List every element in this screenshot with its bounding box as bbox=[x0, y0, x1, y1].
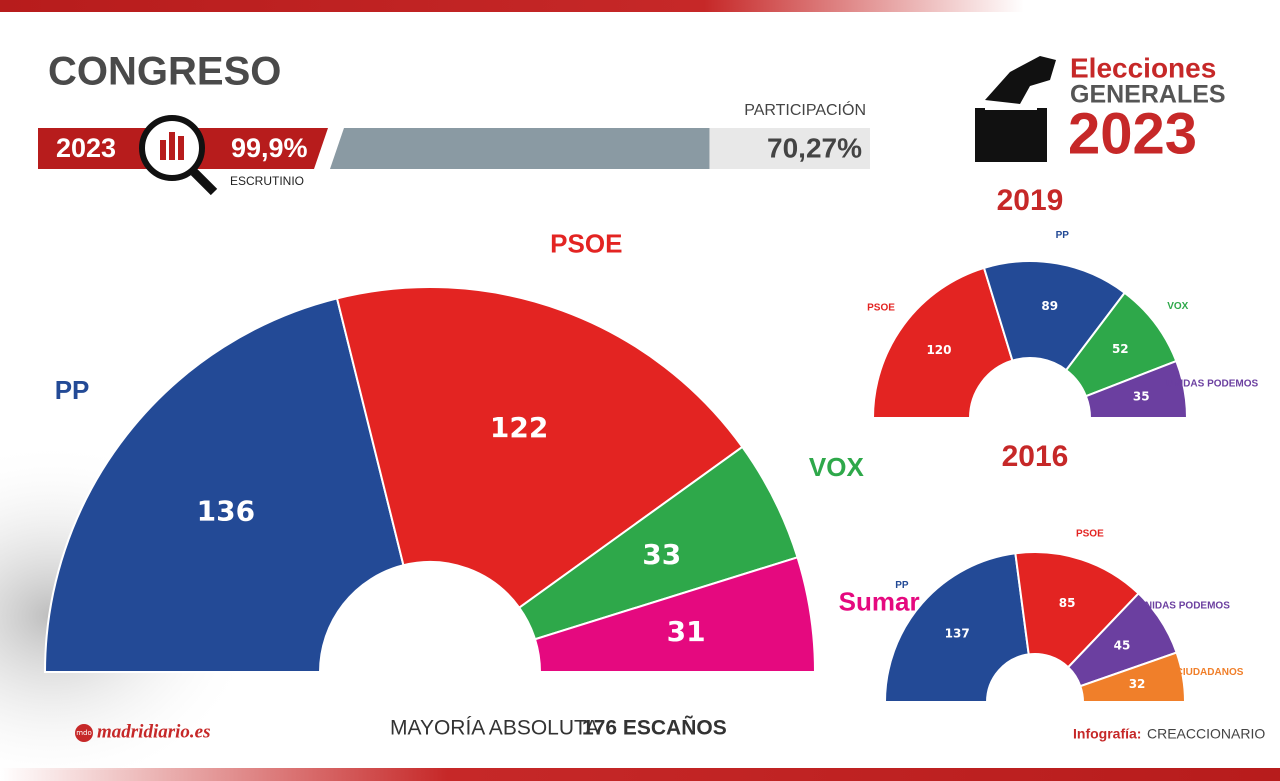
seat-label: 120 bbox=[926, 343, 951, 357]
seat-label: 32 bbox=[1129, 677, 1146, 691]
seat-label: 136 bbox=[197, 494, 255, 527]
seat-segment bbox=[533, 556, 817, 673]
seat-label: 89 bbox=[1041, 299, 1058, 313]
participation-label: PARTICIPACIÓN bbox=[744, 100, 866, 119]
seat-label: 31 bbox=[667, 615, 706, 648]
party-label: CIUDADANOS bbox=[1176, 667, 1244, 678]
party-label: UNIDAS PODEMOS bbox=[1138, 601, 1231, 612]
seat-segment bbox=[982, 260, 1127, 372]
credit: CREACCIONARIO bbox=[1147, 726, 1265, 742]
seat-segment bbox=[1079, 651, 1187, 703]
seat-segment bbox=[335, 286, 744, 610]
scrutiny-label: ESCRUTINIO bbox=[230, 174, 304, 188]
party-label: PP bbox=[895, 580, 909, 591]
brand-year: 2023 bbox=[1068, 101, 1197, 166]
seat-label: 33 bbox=[642, 538, 681, 571]
majority-value: 176 ESCAÑOS bbox=[582, 717, 727, 740]
scrutiny: 99,9% bbox=[231, 133, 308, 163]
icon-bar bbox=[178, 136, 184, 160]
bottom-stripe bbox=[0, 768, 1280, 781]
chart-title: 2016 bbox=[1002, 440, 1069, 473]
top-stripe bbox=[0, 0, 1280, 12]
seat-segment bbox=[1014, 551, 1140, 669]
site-logo: mdo bbox=[76, 729, 92, 737]
magnifier-handle bbox=[190, 168, 218, 196]
seat-label: 45 bbox=[1114, 638, 1131, 652]
participation-bar bbox=[330, 128, 710, 169]
party-label: PSOE bbox=[550, 228, 622, 258]
seat-label: 122 bbox=[490, 411, 548, 444]
party-label: Sumar bbox=[839, 586, 920, 616]
brand-line1: Elecciones bbox=[1070, 52, 1216, 83]
seat-segment bbox=[1084, 359, 1189, 419]
icon-bar bbox=[169, 132, 175, 160]
chart-title: 2019 bbox=[997, 184, 1064, 217]
party-label: PP bbox=[1056, 230, 1070, 241]
participation-value: 70,27% bbox=[767, 132, 862, 163]
party-label: PSOE bbox=[867, 302, 895, 313]
seat-segment bbox=[883, 552, 1030, 703]
seat-label: 52 bbox=[1112, 342, 1129, 356]
majority-label: MAYORÍA ABSOLUTA bbox=[390, 717, 599, 740]
seat-label: 137 bbox=[945, 626, 970, 640]
site: madridiario.es bbox=[97, 721, 210, 742]
seat-label: 85 bbox=[1059, 596, 1076, 610]
credit-label: Infografía: bbox=[1073, 726, 1141, 742]
party-label: PSOE bbox=[1076, 528, 1104, 539]
year: 2023 bbox=[56, 133, 116, 163]
party-label: VOX bbox=[809, 452, 865, 482]
brand-logo: Elecciones GENERALES 2023 bbox=[975, 52, 1226, 166]
ballot-hand bbox=[985, 56, 1056, 104]
party-label: VOX bbox=[1167, 301, 1188, 312]
icon-bar bbox=[160, 140, 166, 160]
seat-label: 35 bbox=[1133, 390, 1150, 404]
site-logo-badge bbox=[75, 724, 93, 742]
seat-segment bbox=[871, 266, 1014, 419]
brand-line2: GENERALES bbox=[1070, 81, 1226, 109]
party-label: UNIDAS PODEMOS bbox=[1166, 378, 1259, 389]
party-label: PP bbox=[55, 375, 90, 405]
ballot-slot bbox=[985, 104, 1037, 110]
seat-segment bbox=[43, 297, 405, 673]
ballot-box bbox=[975, 108, 1047, 162]
title: CONGRESO bbox=[48, 50, 281, 94]
